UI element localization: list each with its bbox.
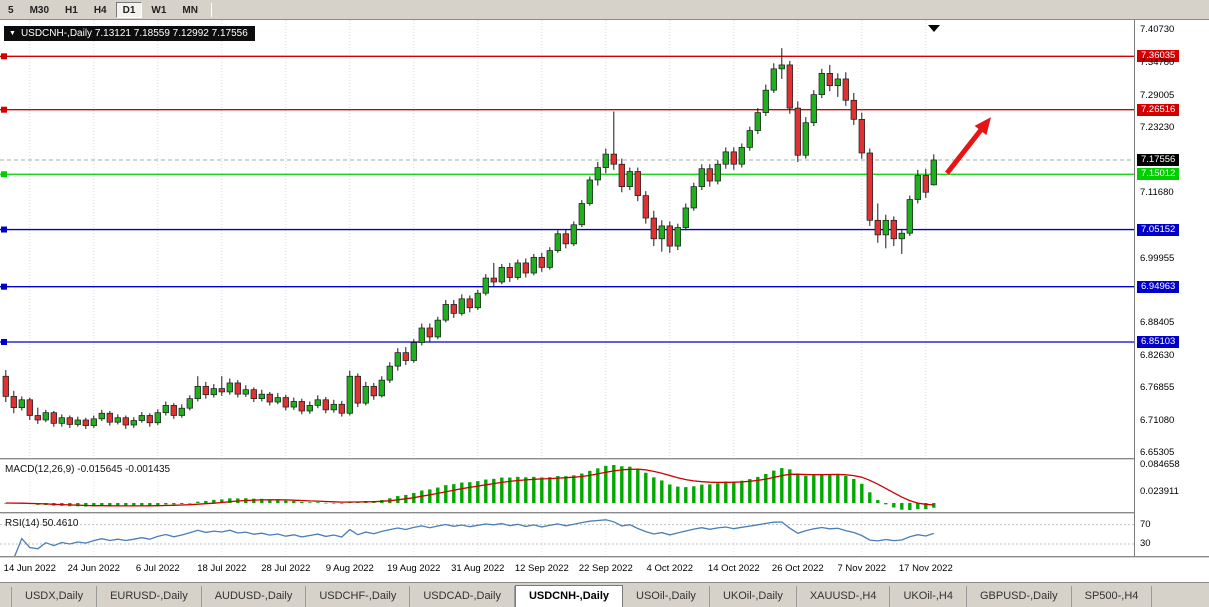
timeframe-button-5[interactable]: 5 (8, 4, 14, 16)
macd-signal-line (5, 468, 934, 507)
price-axis-label: 6.82630 (1140, 349, 1175, 361)
symbol-tab-eurusd-daily[interactable]: EURUSD-,Daily (97, 586, 202, 607)
chart-title-text: USDCNH-,Daily 7.13121 7.18559 7.12992 7.… (20, 28, 248, 39)
symbol-tab-usdx-daily[interactable]: USDX,Daily (12, 586, 98, 607)
macd-panel-divider[interactable] (0, 458, 1209, 461)
price-axis-label: 6.65305 (1140, 447, 1175, 459)
symbol-tab-usdcnh-daily[interactable]: USDCNH-,Daily (514, 585, 624, 607)
line-handle-marker (1, 226, 7, 233)
macd-label: MACD(12,26,9) -0.015645 -0.001435 (5, 464, 171, 475)
timeframe-button-m30[interactable]: M30 (29, 4, 50, 16)
date-label: 9 Aug 2022 (325, 563, 374, 574)
price-axis-label: 6.71080 (1140, 414, 1175, 426)
price-axis-label: 7.40730 (1140, 23, 1175, 35)
chart-title-box: ▼ USDCNH-,Daily 7.13121 7.18559 7.12992 … (4, 26, 255, 41)
symbol-tab-usoil-daily[interactable]: USOil-,Daily (623, 586, 710, 607)
symbol-tab-audusd-daily[interactable]: AUDUSD-,Daily (202, 586, 307, 607)
price-axis-label: 6.99955 (1140, 252, 1175, 264)
line-handle-marker (1, 53, 7, 60)
macd-panel-canvas[interactable] (0, 461, 1134, 512)
timeframe-button-mn[interactable]: MN (182, 4, 198, 16)
symbol-tab-ukoil-daily[interactable]: UKOil-,Daily (710, 586, 797, 607)
timeframe-buttons: 5 M30 H1 H4 D1 W1 MN (0, 0, 206, 19)
timeframe-toolbar: 5 M30 H1 H4 D1 W1 MN (0, 0, 1209, 20)
date-label: 22 Sep 2022 (578, 563, 633, 574)
line-handle-marker (1, 171, 7, 178)
price-axis-label: 7.29005 (1140, 89, 1175, 101)
symbol-tab-gbpusd-daily[interactable]: GBPUSD-,Daily (967, 586, 1072, 607)
horizontal-lines-layer[interactable] (0, 53, 1134, 345)
timeframe-button-d1[interactable]: D1 (115, 1, 143, 18)
collapse-triangle-icon[interactable]: ▼ (9, 29, 16, 37)
date-label: 4 Oct 2022 (646, 563, 694, 574)
date-label: 26 Oct 2022 (771, 563, 824, 574)
symbol-tab-usdchf-daily[interactable]: USDCHF-,Daily (306, 586, 411, 607)
symbol-tab-xauusd-h4[interactable]: XAUUSD-,H4 (797, 586, 891, 607)
chart-tabs-bar: USDX,Daily EURUSD-,Daily AUDUSD-,Daily USDC… (0, 582, 1209, 607)
macd-axis-label: 0.084658 (1140, 459, 1180, 470)
price-axis-label: 7.11680 (1140, 186, 1174, 198)
date-label: 19 Aug 2022 (387, 563, 441, 574)
price-axis-label: 7.36035 (1137, 50, 1180, 63)
time-axis-divider (0, 556, 1209, 559)
price-axis-label: 6.85103 (1137, 335, 1180, 348)
price-axis-label: 7.23230 (1140, 122, 1175, 134)
date-label: 28 Jul 2022 (261, 563, 311, 574)
rsi-panel-divider[interactable] (0, 512, 1209, 515)
grid-layer (29, 20, 927, 458)
date-label: 31 Aug 2022 (451, 563, 505, 574)
candles-layer (2, 48, 937, 429)
date-label: 18 Jul 2022 (197, 563, 247, 574)
date-label: 14 Jun 2022 (3, 563, 56, 574)
timeframe-button-h1[interactable]: H1 (65, 4, 78, 16)
price-axis-label: 6.88405 (1140, 317, 1175, 329)
date-label: 6 Jul 2022 (135, 563, 180, 574)
price-chart-canvas[interactable] (0, 20, 1134, 458)
line-handle-marker (1, 106, 7, 113)
toolbar-separator (210, 2, 212, 17)
tab-bar-gripper (0, 587, 12, 607)
symbol-tab-ukoil-h4[interactable]: UKOil-,H4 (890, 586, 967, 607)
rsi-panel-canvas[interactable] (0, 515, 1134, 556)
line-handle-marker (1, 338, 7, 345)
symbol-tab-usdcad-daily[interactable]: USDCAD-,Daily (410, 586, 515, 607)
symbol-tab-sp500-h4[interactable]: SP500-,H4 (1072, 586, 1153, 607)
price-axis-label: 7.34780 (1140, 57, 1175, 69)
price-axis-label: 6.76855 (1140, 382, 1175, 394)
price-axis-label: 7.15012 (1137, 168, 1180, 181)
rsi-axis-label: 70 (1140, 518, 1151, 530)
timeframe-button-w1[interactable]: W1 (151, 4, 167, 16)
autoscroll-marker-icon[interactable] (928, 25, 940, 32)
timeframe-button-h4[interactable]: H4 (93, 4, 107, 16)
time-axis[interactable]: 14 Jun 2022 24 Jun 2022 6 Jul 2022 18 Jul 2… (0, 559, 1134, 582)
date-label: 12 Sep 2022 (514, 563, 569, 574)
price-axis-label: 6.94963 (1137, 280, 1180, 293)
price-axis-label: 7.17556 (1137, 153, 1180, 166)
rsi-label: RSI(14) 50.4610 (5, 518, 79, 529)
rsi-axis-label: 30 (1140, 537, 1151, 549)
rsi-line (14, 519, 935, 556)
trend-arrow-annotation[interactable] (945, 117, 991, 175)
macd-axis-label: 0.023911 (1140, 486, 1179, 498)
date-label: 14 Oct 2022 (707, 563, 760, 574)
price-axis[interactable]: 7.40730 7.36035 7.34780 7.29005 7.26516 7.232… (1134, 20, 1209, 556)
date-label: 17 Nov 2022 (898, 563, 953, 574)
price-axis-label: 7.26516 (1137, 103, 1180, 116)
line-handle-marker (1, 283, 7, 290)
price-axis-label: 7.05152 (1137, 223, 1180, 236)
date-label: 7 Nov 2022 (837, 563, 887, 574)
date-label: 24 Jun 2022 (67, 563, 120, 574)
